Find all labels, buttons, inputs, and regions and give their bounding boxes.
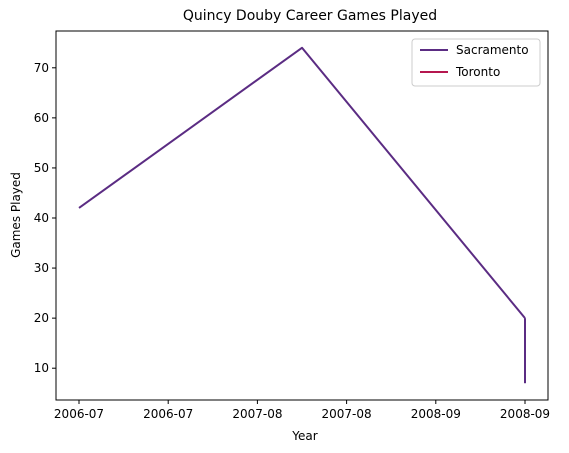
y-tick-label: 60 xyxy=(34,111,49,125)
y-tick-label: 50 xyxy=(34,161,49,175)
x-tick-label: 2007-08 xyxy=(232,407,282,421)
x-tick-label: 2006-07 xyxy=(54,407,104,421)
x-tick-label: 2006-07 xyxy=(143,407,193,421)
y-tick-label: 20 xyxy=(34,311,49,325)
y-tick-label: 30 xyxy=(34,261,49,275)
x-axis-label: Year xyxy=(291,429,317,443)
x-tick-label: 2008-09 xyxy=(411,407,461,421)
legend-label-sacramento: Sacramento xyxy=(456,43,529,57)
x-tick-label: 2008-09 xyxy=(500,407,550,421)
plot-frame xyxy=(55,30,549,401)
y-tick-label: 70 xyxy=(34,61,49,75)
legend: Sacramento Toronto xyxy=(411,38,541,87)
plot-area: 10 20 30 40 50 60 70 2006-07 2006-07 2007-08 2007-… xyxy=(34,30,550,421)
x-tick-label: 2007-08 xyxy=(322,407,372,421)
chart-title: Quincy Douby Career Games Played xyxy=(183,8,437,24)
y-tick-label: 10 xyxy=(34,361,49,375)
legend-label-toronto: Toronto xyxy=(455,65,500,79)
y-tick-label: 40 xyxy=(34,211,49,225)
y-axis-label: Games Played xyxy=(9,172,23,258)
series-line-sacramento xyxy=(78,46,526,319)
